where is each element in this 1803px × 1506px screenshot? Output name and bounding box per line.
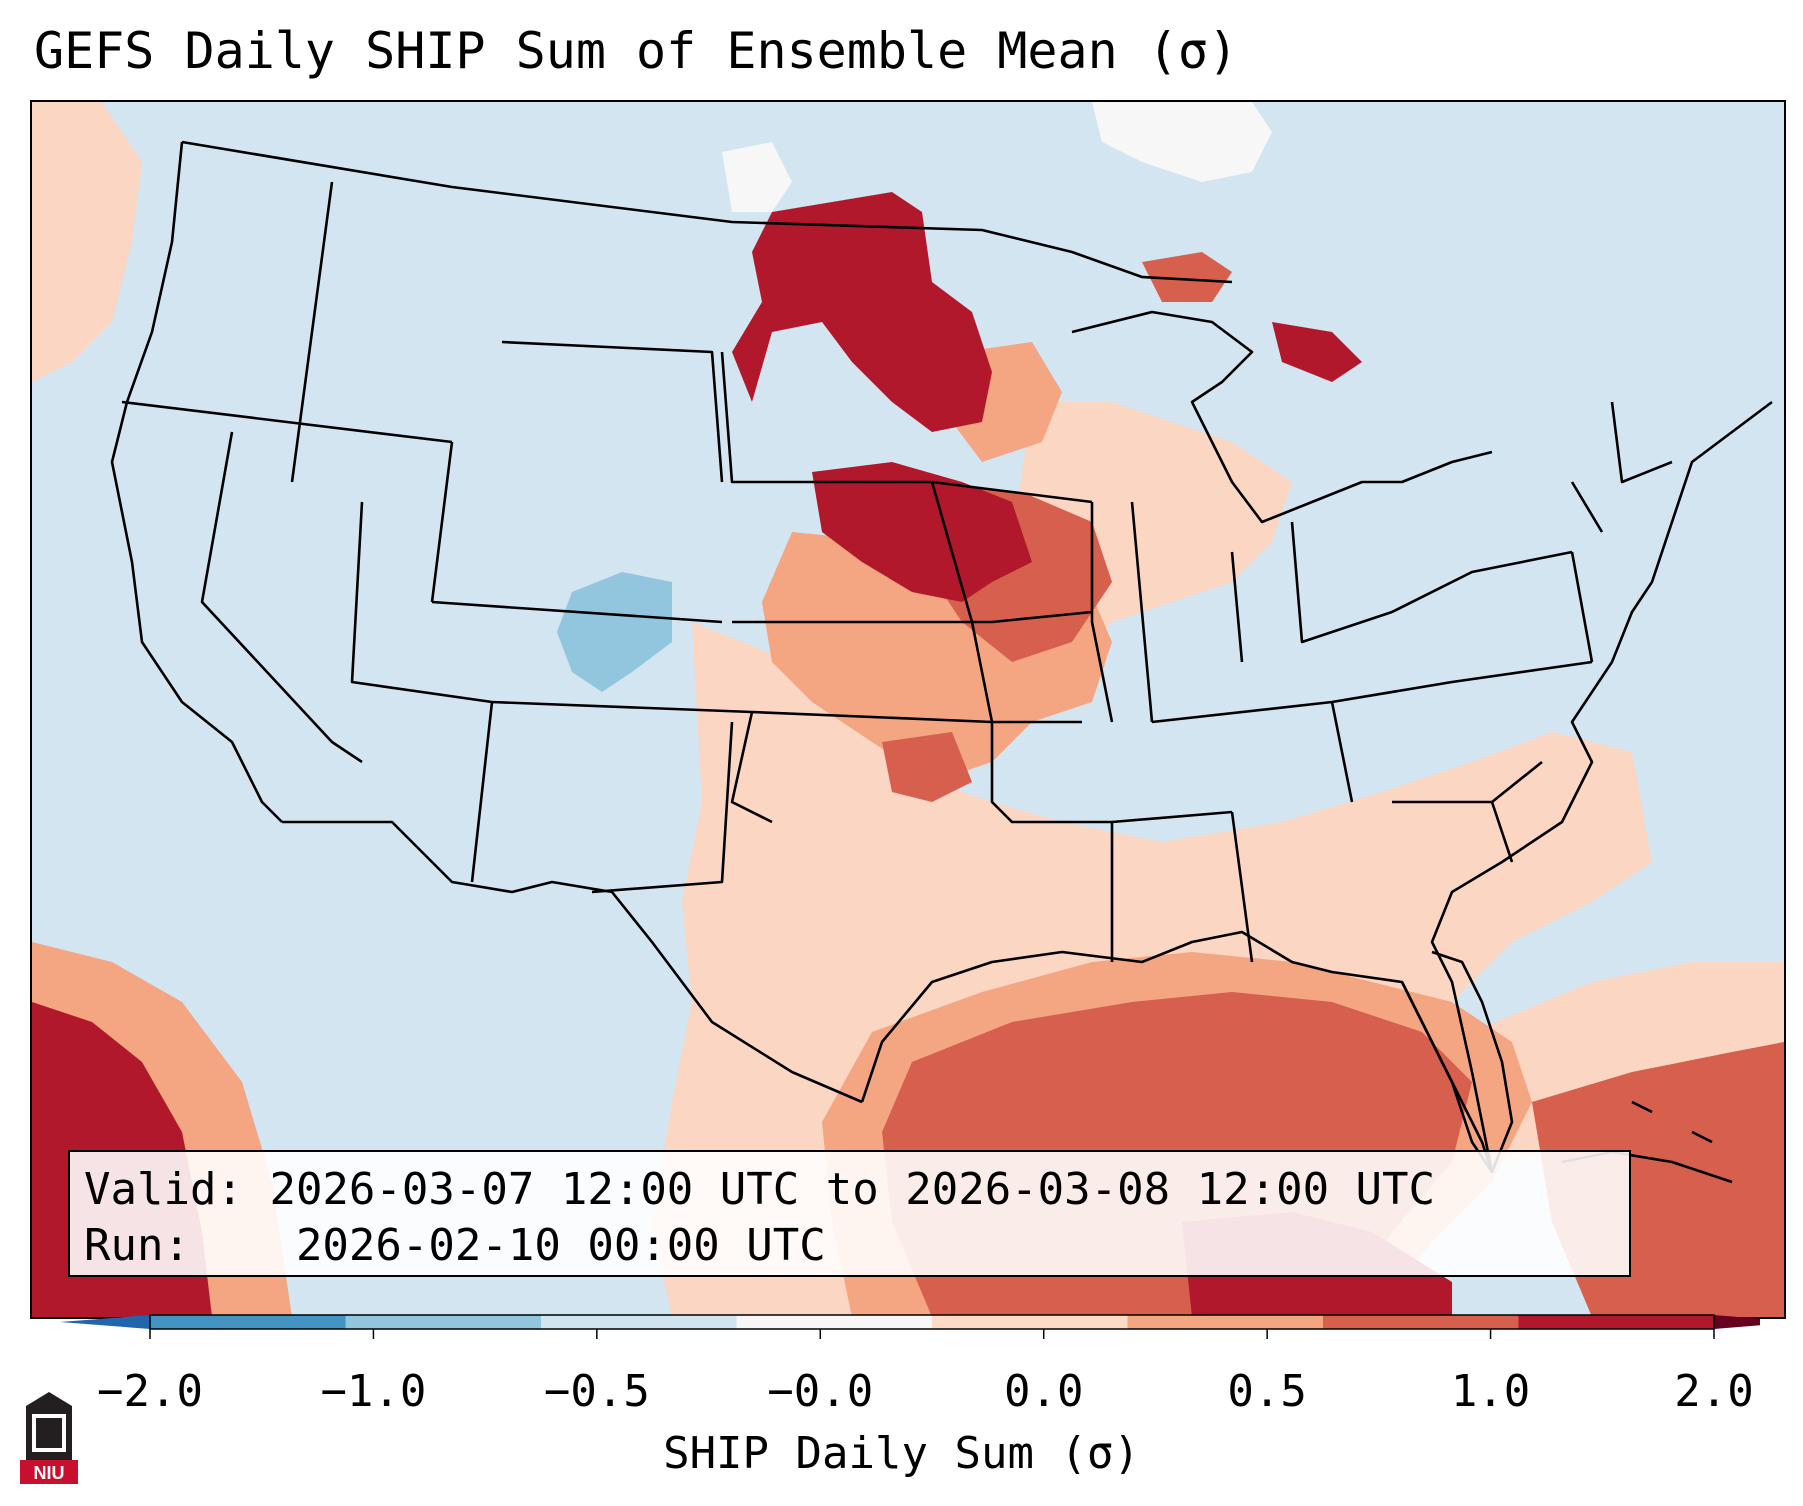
valid-label: Valid:: [84, 1164, 243, 1215]
colorbar-tick-label: −0.5: [543, 1366, 650, 1417]
atlantic-coast: [1430, 400, 1773, 1173]
region-canada-white: [1092, 102, 1272, 182]
colorbar-segment: [150, 1315, 346, 1329]
valid-time: 2026-03-07 12:00 UTC to 2026-03-08 12:00…: [269, 1164, 1436, 1215]
region-northern-plains-max: [732, 192, 992, 432]
colorbar-segment: [1323, 1315, 1519, 1329]
colorbar-segment: [345, 1315, 542, 1329]
state-lines: [121, 181, 1673, 963]
colorbar-tick-label: −0.0: [767, 1366, 874, 1417]
colorbar-tick-label: −2.0: [97, 1366, 203, 1417]
boundaries: [110, 140, 1773, 1184]
colorbar-tick-label: 2.0: [1674, 1366, 1754, 1417]
colorbar-segment: [1127, 1315, 1324, 1329]
colorbar-tick-label: 0.5: [1227, 1366, 1307, 1417]
colorbar-tick-label: 1.0: [1450, 1366, 1531, 1417]
us-canada-border: [181, 140, 1233, 284]
run-time: 2026-02-10 00:00 UTC: [295, 1220, 826, 1271]
region-superior-red: [1142, 252, 1232, 302]
run-label: Run:: [84, 1220, 190, 1271]
colorbar-segment: [1518, 1315, 1715, 1329]
university-tower-icon: NIU: [20, 1392, 78, 1484]
map-panel: [30, 100, 1786, 1319]
region-pacific-coast-pink: [32, 102, 142, 382]
colorbar-tick-label: 0.0: [1003, 1366, 1084, 1417]
region-michigan-max: [1272, 322, 1362, 382]
region-kansas-red: [882, 732, 972, 802]
us-mexico-border: [282, 820, 863, 1104]
colorbar-tick-label: −1.0: [320, 1366, 427, 1417]
great-lakes: [1071, 310, 1493, 524]
colorbar-frame: [149, 1314, 1715, 1330]
colorbar-label: SHIP Daily Sum (σ): [663, 1428, 1140, 1479]
west-coast: [110, 141, 283, 823]
colorbar-over-arrow: [1714, 1315, 1760, 1329]
region-colorado-min: [557, 572, 672, 692]
chart-title: GEFS Daily SHIP Sum of Ensemble Mean (σ): [34, 22, 1239, 80]
region-canada-white-2: [722, 142, 792, 212]
colorbar: [60, 1314, 1760, 1339]
florida: [1400, 950, 1514, 1174]
region-nebraska-max: [812, 462, 1032, 602]
valid-run-info-box: Valid: 2026-03-07 12:00 UTC to 2026-03-0…: [68, 1150, 1631, 1277]
logo-text: NIU: [34, 1463, 65, 1483]
colorbar-under-arrow: [60, 1315, 150, 1329]
colorbar-segment: [541, 1315, 737, 1329]
colorbar-segment: [736, 1315, 933, 1329]
anomaly-map: [32, 102, 1784, 1317]
colorbar-segment: [932, 1315, 1128, 1329]
